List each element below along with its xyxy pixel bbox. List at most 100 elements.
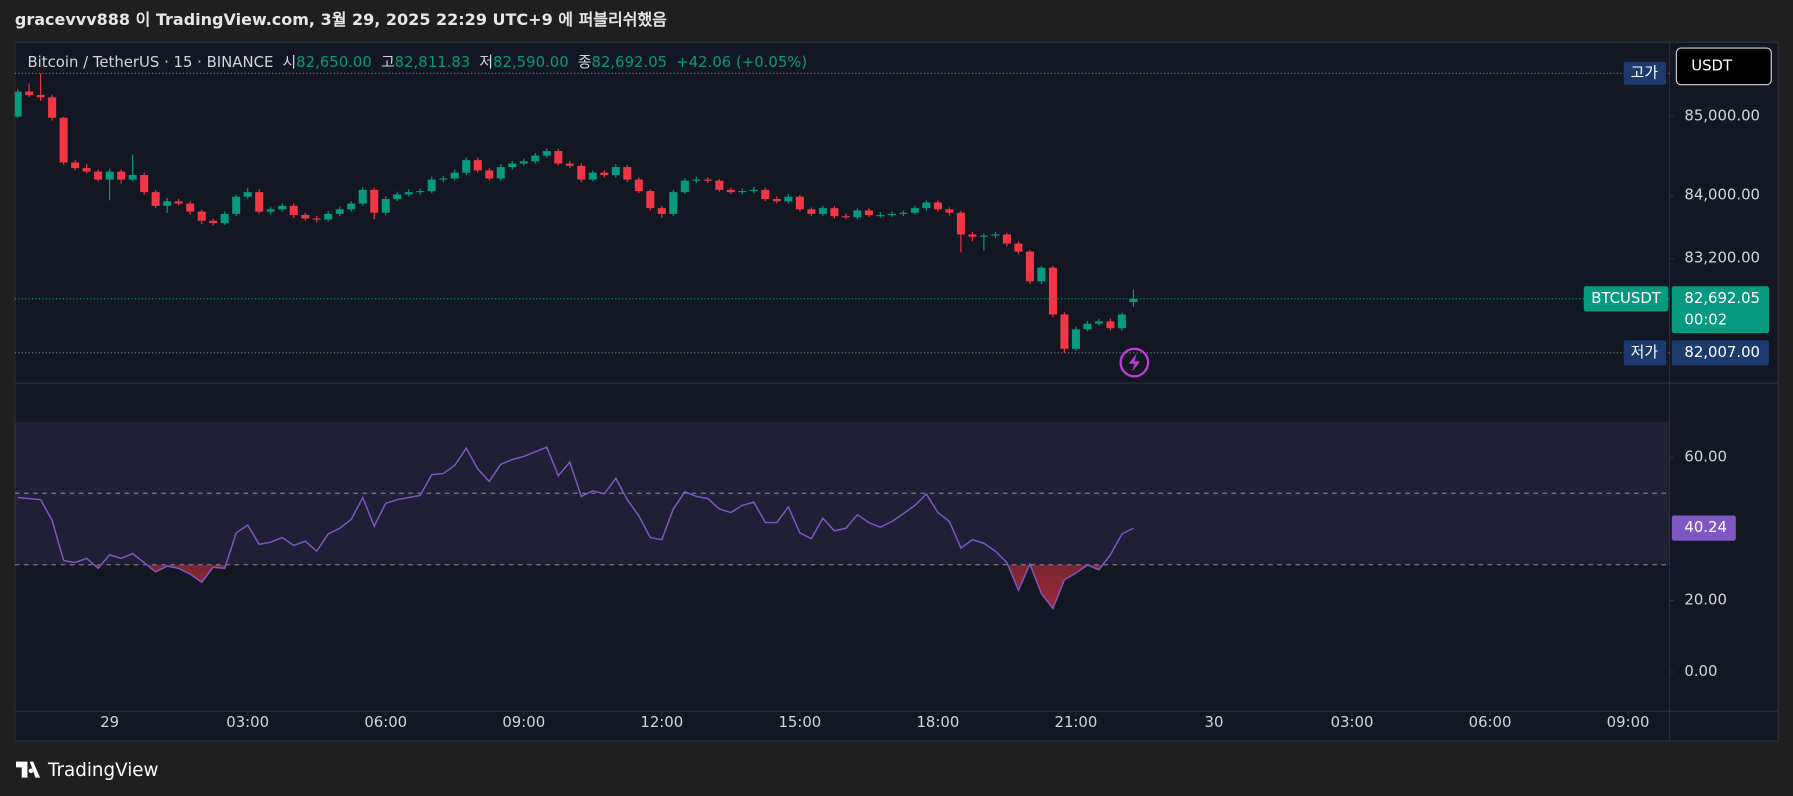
candle-body	[876, 215, 885, 217]
currency-button[interactable]	[1675, 47, 1772, 86]
ohlc-key: 시	[282, 53, 296, 71]
candle-body	[496, 167, 505, 179]
candle-body	[151, 192, 160, 206]
x-tick-label: 09:00	[502, 713, 545, 731]
low-value-label: 82,007.00	[1684, 343, 1760, 361]
ohlc-value: 82,650.00	[296, 53, 372, 71]
candle-body	[82, 168, 91, 172]
last-price-label: 82,692.05	[1684, 289, 1760, 307]
candle-body	[577, 165, 586, 180]
candle-body	[899, 212, 908, 214]
y-tick-label: 60.00	[1684, 447, 1727, 465]
candle-body	[853, 210, 862, 218]
high-tag	[1623, 61, 1667, 85]
symbol-tag-label: BTCUSDT	[1591, 289, 1662, 307]
candle-body	[370, 189, 379, 213]
ohlc-value: 82,692.05	[592, 53, 668, 71]
candle-body	[243, 192, 252, 197]
candle-body	[289, 205, 298, 216]
candle-body	[968, 234, 977, 237]
candle-body	[864, 210, 873, 216]
candle-body	[255, 192, 264, 212]
x-tick-label: 21:00	[1055, 713, 1098, 731]
oversold-fill	[94, 564, 1103, 609]
candle-body	[278, 205, 287, 210]
candle-body	[600, 172, 609, 176]
y-tick-label: 85,000.00	[1684, 107, 1760, 125]
ohlc-key: 고	[381, 53, 395, 71]
change: +42.06 (+0.05%)	[676, 53, 807, 71]
candle-body	[611, 167, 620, 176]
candle-body	[933, 202, 942, 210]
ohlc-key: 종	[578, 53, 592, 71]
candle-body	[404, 192, 413, 195]
candle-body	[692, 179, 701, 181]
candle-body	[163, 201, 172, 206]
candle-body	[519, 161, 528, 164]
candle-body	[841, 216, 850, 218]
candle-body	[416, 191, 425, 193]
x-tick-label: 06:00	[1469, 713, 1512, 731]
low-tag	[1623, 340, 1667, 366]
candle-body	[1060, 314, 1069, 349]
candle-body	[48, 97, 57, 118]
x-tick-label: 30	[1205, 713, 1224, 731]
publish-note: gracevvv888 이 TradingView.com, 3월 29, 20…	[15, 10, 667, 29]
candle-body	[128, 175, 137, 180]
candle-body	[393, 194, 402, 199]
candle-body	[554, 151, 563, 164]
candle-body	[715, 180, 724, 190]
candle-body	[772, 198, 781, 202]
candle-body	[623, 167, 632, 180]
candle-body	[335, 209, 344, 214]
last-price-tag	[1671, 286, 1769, 334]
candle-body	[657, 208, 666, 214]
currency-label[interactable]: USDT	[1691, 56, 1733, 74]
candle-body	[232, 196, 241, 214]
high-tag-label: 고가	[1631, 63, 1659, 81]
x-tick-label: 18:00	[916, 713, 959, 731]
candle-body	[220, 213, 229, 224]
candle-body	[565, 163, 574, 166]
candle-body	[266, 209, 275, 212]
y-tick-label: 84,000.00	[1684, 186, 1760, 204]
candle-body	[979, 235, 988, 237]
candle-body	[1106, 321, 1115, 329]
candle-body	[358, 189, 367, 204]
candle-body	[1129, 298, 1138, 303]
candle-body	[830, 208, 839, 217]
x-tick-label: 09:00	[1607, 713, 1650, 731]
candle-body	[761, 189, 770, 199]
candle-body	[1002, 234, 1011, 244]
candle-body	[71, 162, 80, 169]
y-tick-label: 20.00	[1684, 590, 1727, 608]
candle-body	[910, 208, 919, 213]
price-pane	[14, 73, 1138, 353]
candle-body	[669, 192, 678, 214]
low-value-tag	[1671, 340, 1769, 366]
rsi-value-tag	[1671, 515, 1736, 541]
candle-body	[807, 209, 816, 214]
event-icon[interactable]	[1119, 347, 1150, 378]
candle-body	[956, 212, 965, 235]
candle-body	[646, 191, 655, 209]
candle-body	[381, 198, 390, 213]
x-tick-label: 15:00	[778, 713, 821, 731]
candle-body	[738, 191, 747, 193]
ohlc-key: 저	[479, 53, 493, 71]
candle-body	[542, 151, 551, 156]
symbol-tag	[1583, 286, 1669, 312]
plot-layer: 29 03:00 06:00 09:00 12:00 15:00 18:00 21:00 30 0…	[14, 61, 1769, 731]
candle-body	[59, 117, 68, 163]
x-tick-label: 06:00	[364, 713, 407, 731]
candle-body	[140, 175, 149, 193]
candle-body	[14, 91, 22, 117]
x-tick-label: 03:00	[226, 713, 269, 731]
candle-body	[749, 189, 758, 192]
y-tick-label: 0.00	[1684, 662, 1717, 680]
candle-body	[117, 171, 126, 180]
candle-body	[1083, 323, 1092, 330]
lightning	[1128, 353, 1141, 372]
candle-body	[634, 179, 643, 192]
symbol: Bitcoin / TetherUS · 15 · BINANCE	[27, 53, 273, 71]
